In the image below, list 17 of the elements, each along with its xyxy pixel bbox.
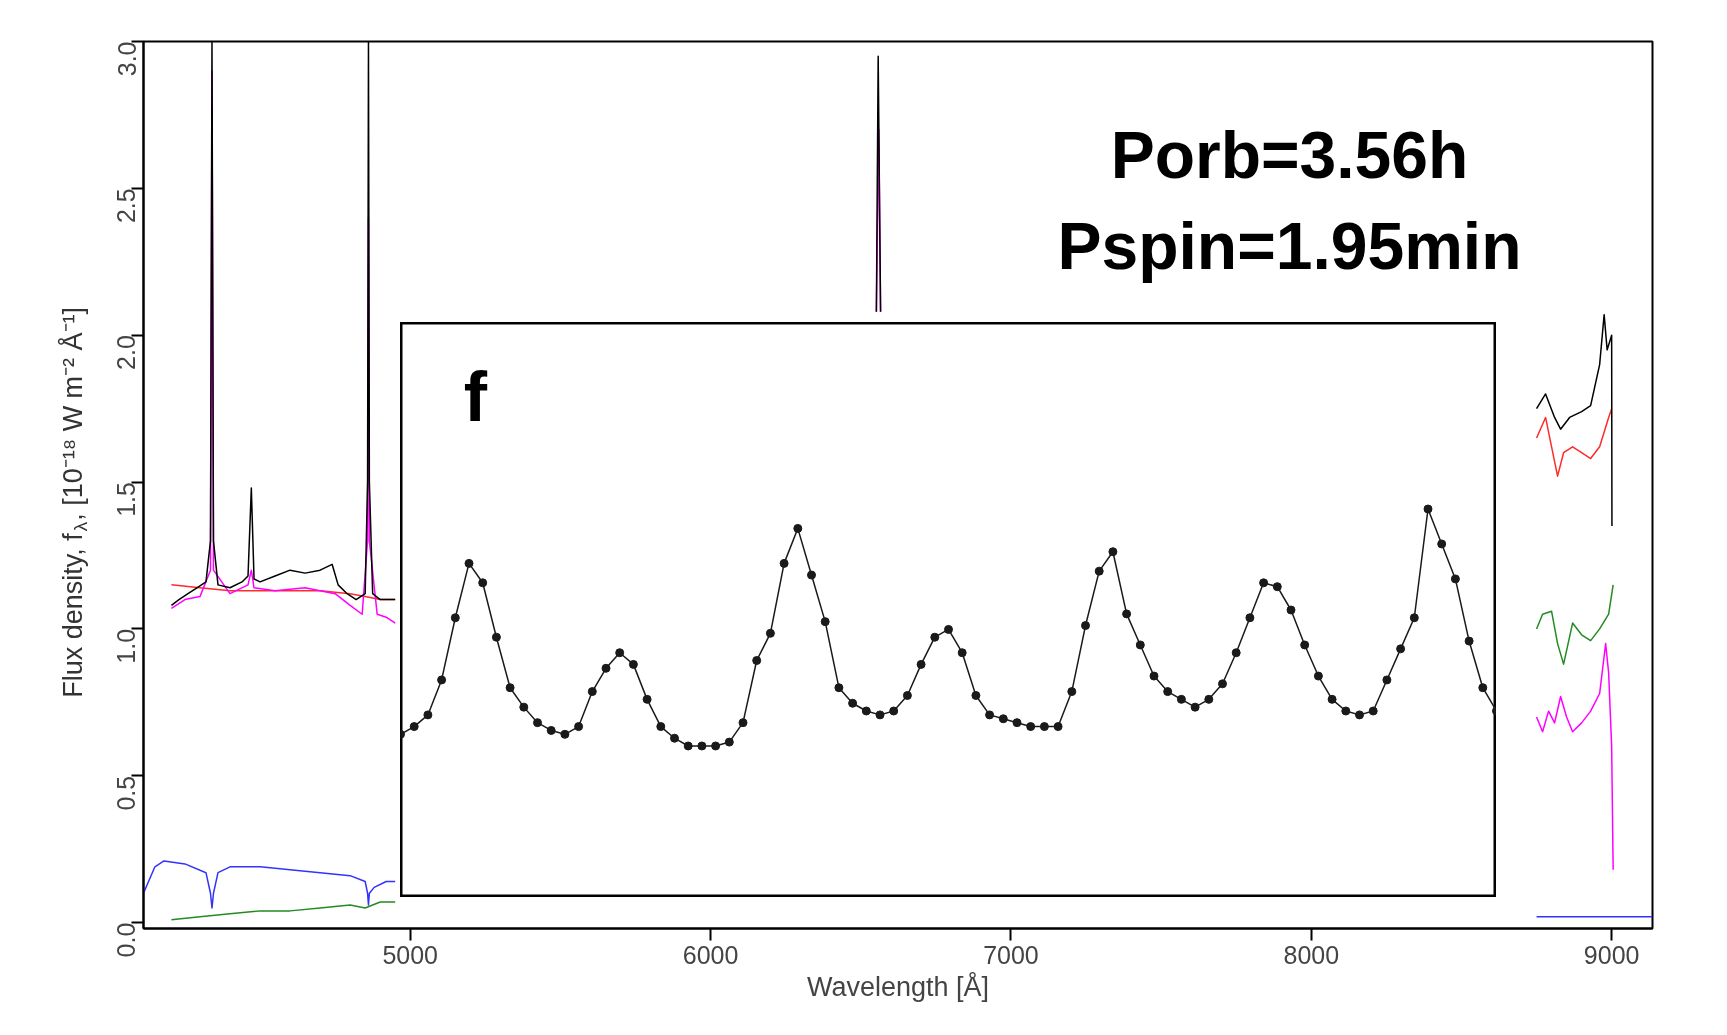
x-tick-label: 7000 — [983, 940, 1039, 969]
y-tick-label: 1.5 — [112, 482, 141, 517]
y-axis-title: Flux density, fλ, [10⁻¹⁸ W m⁻² Å⁻¹] — [56, 306, 92, 698]
y-tick-label: 2.5 — [112, 188, 141, 224]
x-tick-label: 8000 — [1283, 940, 1340, 969]
x-tick-label: 6000 — [682, 940, 739, 969]
y-tick-label: 0.5 — [112, 775, 141, 811]
x-axis-title: Wavelength [Å] — [806, 970, 990, 1002]
x-tick-label: 5000 — [382, 940, 439, 969]
y-tick-label: 1.0 — [112, 628, 141, 664]
y-tick-label: 2.0 — [112, 335, 141, 370]
y-tick-label: 0.0 — [112, 922, 141, 958]
y-tick-label: 3.0 — [112, 41, 141, 77]
annotation: Pspin=1.95min — [1057, 208, 1522, 283]
x-tick-label: 9000 — [1583, 940, 1640, 969]
annotation: Porb=3.56h — [1110, 117, 1469, 192]
annotation: f — [463, 357, 488, 436]
